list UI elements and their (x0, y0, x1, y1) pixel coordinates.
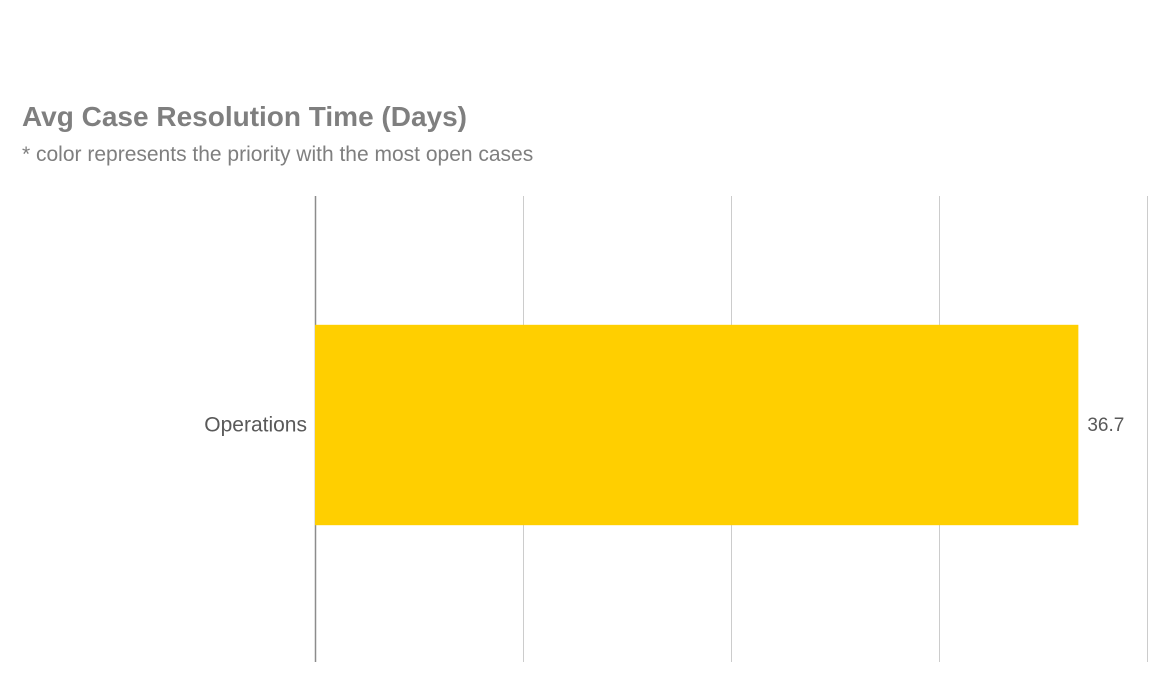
value-label: 36.7 (1087, 415, 1124, 436)
bars (315, 324, 1079, 526)
bar-operations (315, 324, 1079, 526)
chart-subtitle: * color represents the priority with the… (22, 143, 534, 166)
labels: Operations 36.7 (204, 414, 1124, 437)
category-label: Operations (204, 414, 307, 437)
chart-title: Avg Case Resolution Time (Days) (22, 101, 468, 132)
